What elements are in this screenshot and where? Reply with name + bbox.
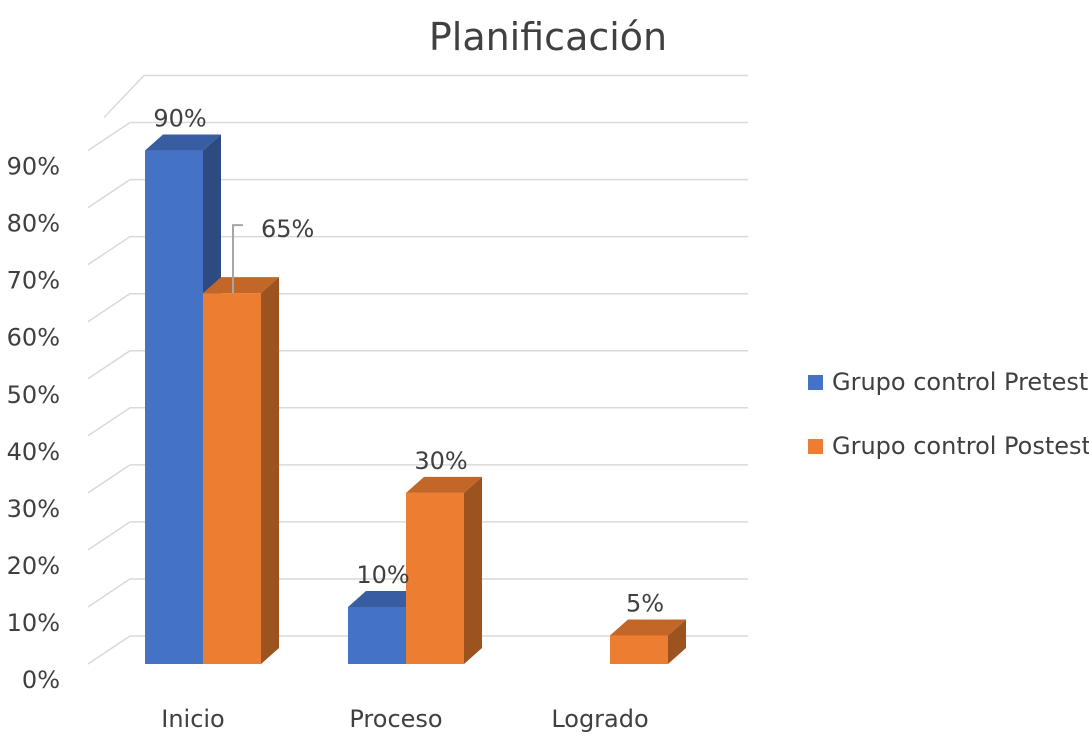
gridline-side [87,407,131,437]
y-tick-label: 60% [7,324,60,352]
data-label-leader [232,224,243,294]
bar [406,476,482,664]
gridline-side [87,635,131,665]
bar-top [203,277,279,294]
gridline-side [87,464,131,494]
data-label: 30% [414,447,467,475]
gridline-side [87,293,131,323]
legend: Grupo control Pretest Grupo control Poste… [808,368,1089,460]
data-label: 10% [356,561,409,589]
gridline-side [87,350,131,380]
bar-top [610,619,686,636]
bar-side [464,476,482,664]
labels-layer: 0% 10% 20% 30% 40% 50% 60% 70% 80% 90% Inicio Proce… [7,105,664,733]
y-tick-label: 70% [7,267,60,295]
y-tick-label: 20% [7,552,60,580]
bar-top [406,476,482,493]
y-tick-label: 90% [7,153,60,181]
bar-front [406,492,464,664]
x-tick-label: Logrado [551,705,648,733]
gridline-side [87,578,131,608]
y-tick-label: 50% [7,381,60,409]
y-tick-label: 10% [7,609,60,637]
bar-side [261,277,279,664]
legend-label: Grupo control Pretest [832,368,1088,396]
gridline-side [87,236,131,266]
data-label: 5% [626,589,664,617]
bar-front [145,150,203,665]
legend-swatch [808,375,823,390]
gridline-side [87,178,131,209]
y-tick-label: 40% [7,438,60,466]
bar [203,277,279,664]
y-tick-label: 30% [7,495,60,523]
y-tick-label: 0% [22,666,60,694]
legend-swatch [808,439,823,454]
x-tick-label: Proceso [349,705,442,733]
gridline-side [103,74,145,119]
x-tick-label: Inicio [161,705,225,733]
gridline-side [87,121,131,152]
y-tick-label: 80% [7,210,60,238]
bar-front [348,606,406,664]
bar-front [203,293,261,664]
bar-top [348,590,424,607]
legend-label: Grupo control Postest [832,432,1089,460]
bars-layer [145,134,686,665]
gridline-side [87,521,131,551]
bar-side [668,619,686,664]
chart-title: Planificación [429,15,667,59]
bar-front [610,635,668,664]
bar [610,619,686,664]
bar-top [145,134,221,151]
data-label: 65% [261,215,314,243]
data-label: 90% [153,105,206,133]
